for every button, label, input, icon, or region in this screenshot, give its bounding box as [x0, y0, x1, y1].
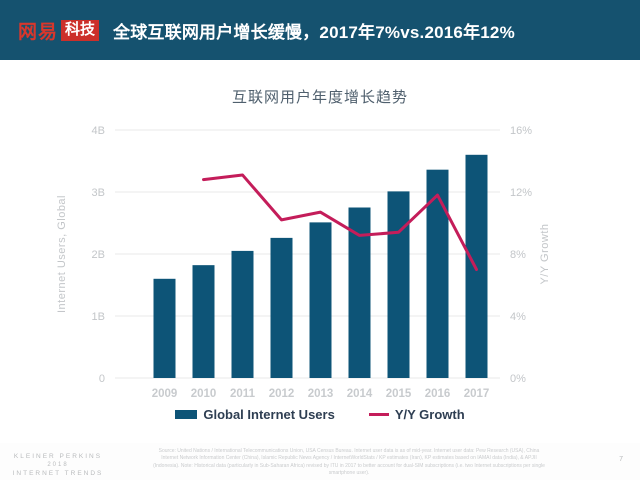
right-axis-tick: 8%	[510, 249, 526, 261]
source-note: Source: United Nations / International T…	[153, 448, 545, 477]
kleiner-perkins-branding: KLEINER PERKINS 2018 INTERNET TRENDS	[8, 452, 108, 478]
right-axis-title: Y/Y Growth	[539, 223, 551, 285]
x-axis-label-2011: 2011	[230, 388, 256, 400]
bar-2010	[192, 265, 215, 378]
left-axis-tick: 4B	[92, 125, 105, 137]
chart-legend: Global Internet Users Y/Y Growth	[0, 407, 640, 422]
left-axis-title: Internet Users, Global	[56, 195, 68, 313]
x-axis-label-2014: 2014	[347, 388, 373, 400]
bar-2015	[387, 191, 410, 378]
right-axis-tick: 0%	[510, 373, 526, 385]
x-axis-label-2012: 2012	[269, 388, 295, 400]
left-axis-tick: 3B	[92, 187, 105, 199]
page-number: 7	[619, 456, 623, 463]
footer: KLEINER PERKINS 2018 INTERNET TRENDS Sou…	[0, 443, 640, 480]
x-axis-label-2009: 2009	[152, 388, 178, 400]
x-axis-label-2010: 2010	[191, 388, 217, 400]
bar-series-label: Global Internet Users	[203, 407, 335, 422]
slide-title: 全球互联网用户增长缓慢，2017年7%vs.2016年12%	[113, 22, 515, 42]
tech-logo-badge: 科技	[61, 19, 100, 41]
growth-chart: 4B 16% 3B 12% 2B 8% 1B 4% 0 0% 2009 2010 2011 2012 201…	[92, 125, 533, 400]
bar-2012	[270, 237, 293, 378]
brand-name: KLEINER PERKINS	[13, 453, 103, 460]
right-axis-tick: 16%	[510, 125, 532, 137]
legend-item-bars: Global Internet Users	[175, 407, 335, 422]
right-axis-tick: 12%	[510, 187, 532, 199]
brand-year: 2018	[47, 462, 69, 468]
left-axis-tick: 1B	[92, 311, 105, 323]
netease-logo-text: 网易	[18, 21, 59, 43]
x-axis-label-2016: 2016	[425, 388, 451, 400]
netease-tech-logo: 网易 科技	[18, 17, 100, 44]
brand-report: INTERNET TRENDS	[12, 470, 104, 477]
right-axis-tick: 4%	[510, 311, 526, 323]
x-axis-label-2015: 2015	[386, 388, 412, 400]
bar-series-swatch	[175, 410, 198, 419]
chart-title: 互联网用户年度增长趋势	[231, 89, 408, 106]
bar-2016	[426, 169, 449, 378]
bar-2013	[309, 222, 332, 378]
line-series-label: Y/Y Growth	[394, 407, 465, 422]
legend-item-line: Y/Y Growth	[368, 407, 465, 422]
left-axis-tick: 0	[99, 373, 105, 385]
header-bar: 网易 科技 全球互联网用户增长缓慢，2017年7%vs.2016年12%	[0, 0, 640, 60]
yy-growth-line	[202, 173, 478, 271]
x-axis-label-2017: 2017	[464, 388, 490, 400]
bar-2011	[231, 250, 254, 378]
bar-2014	[348, 207, 371, 378]
left-axis-tick: 2B	[92, 249, 105, 261]
bar-2009	[153, 278, 176, 378]
line-series-swatch	[368, 413, 389, 416]
x-axis-label-2013: 2013	[308, 388, 334, 400]
